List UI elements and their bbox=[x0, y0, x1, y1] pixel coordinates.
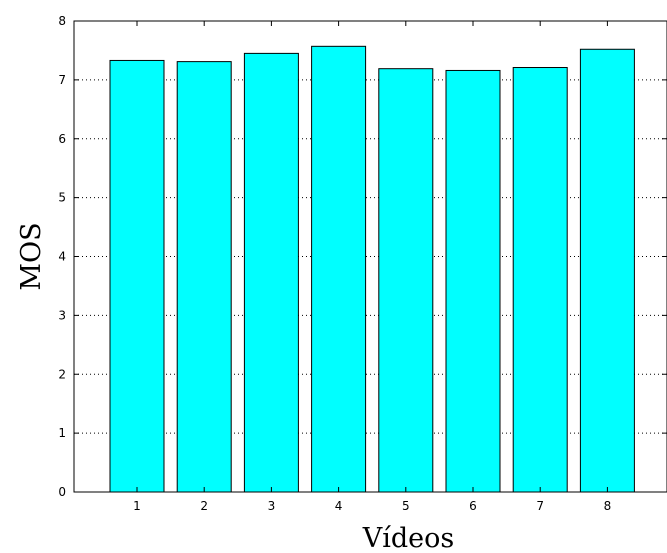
bar bbox=[243, 52, 299, 493]
y-tick-label: 7 bbox=[58, 73, 66, 87]
x-tick-label: 5 bbox=[402, 499, 410, 513]
bar bbox=[311, 45, 367, 493]
y-tick-labels: 0 1 2 3 4 5 6 7 8 bbox=[58, 14, 66, 499]
x-tick-labels: 1 2 3 4 5 6 7 8 bbox=[133, 499, 611, 513]
x-tick-label: 6 bbox=[469, 499, 477, 513]
bars bbox=[109, 45, 635, 493]
y-tick-label: 4 bbox=[58, 250, 66, 264]
bar bbox=[109, 59, 165, 493]
bar bbox=[512, 67, 568, 493]
y-tick-label: 5 bbox=[58, 191, 66, 205]
x-tick-label: 8 bbox=[604, 499, 612, 513]
bar bbox=[378, 68, 434, 493]
y-tick-label: 3 bbox=[58, 308, 66, 322]
y-tick-label: 6 bbox=[58, 132, 66, 146]
x-tick-label: 2 bbox=[200, 499, 208, 513]
axis-ticks bbox=[74, 20, 667, 493]
bar bbox=[579, 48, 635, 493]
y-tick-label: 0 bbox=[58, 485, 66, 499]
y-tick-label: 2 bbox=[58, 367, 66, 381]
bar bbox=[445, 69, 501, 493]
x-axis-title: Vídeos bbox=[362, 523, 455, 553]
x-tick-label: 7 bbox=[536, 499, 544, 513]
grid-lines bbox=[74, 79, 667, 434]
y-tick-label: 1 bbox=[58, 426, 66, 440]
y-axis-title: MOS bbox=[16, 222, 47, 290]
x-tick-label: 1 bbox=[133, 499, 141, 513]
x-tick-label: 4 bbox=[335, 499, 343, 513]
y-tick-label: 8 bbox=[58, 14, 66, 28]
bar bbox=[176, 61, 232, 493]
x-tick-label: 3 bbox=[268, 499, 276, 513]
